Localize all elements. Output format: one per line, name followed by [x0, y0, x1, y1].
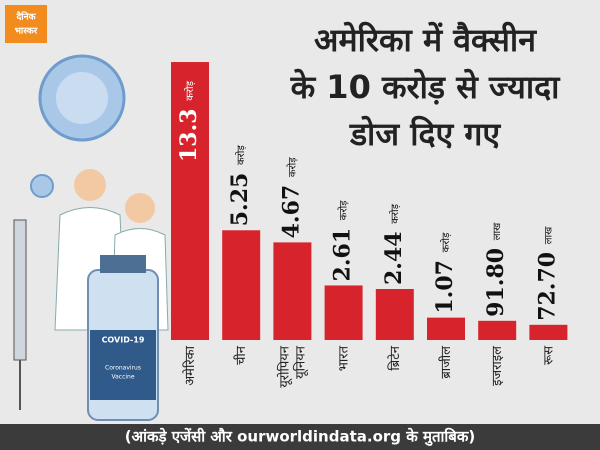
value-number: 91.80 [483, 240, 509, 317]
bar [529, 324, 568, 340]
doctor-head [74, 169, 106, 201]
bar [375, 289, 414, 340]
value-unit: करोड़ [235, 145, 247, 165]
category-line: अमेरिका [182, 345, 198, 385]
value-unit: लाख [492, 222, 503, 240]
title-line: के 10 करोड़ से ज्यादा [290, 68, 562, 106]
logo-box [5, 5, 47, 43]
bottle-cap [100, 255, 146, 273]
doctor-head [125, 193, 155, 223]
bar [273, 242, 312, 340]
bottle-title: COVID-19 [102, 336, 145, 345]
value-number: 1.07 [432, 252, 458, 313]
value-label: 91.80 लाख [483, 222, 509, 317]
bottle-label [90, 330, 156, 400]
title-line: डोज दिए गए [349, 115, 501, 153]
category-line: ब्रिटेन [386, 345, 402, 370]
category-label: ब्राजील [438, 346, 454, 379]
bottle-text: Vaccine [111, 374, 134, 381]
logo-text: भास्कर [15, 27, 38, 37]
category-label: यूरोपियनयूनियन [276, 345, 308, 388]
value-unit: करोड़ [389, 203, 401, 223]
bar [171, 62, 209, 340]
category-label: ब्रिटेन [386, 345, 402, 370]
category-line: यूनियन [292, 345, 308, 379]
category-line: रूस [541, 346, 556, 365]
bars: 13.3 करोड़ अमेरिका 5.25 करोड़ चीन 4.67 करोड़… [171, 62, 568, 388]
category-label: अमेरिका [182, 345, 198, 385]
value-label: 2.61 करोड़ [330, 200, 356, 282]
category-label: चीन [233, 345, 249, 365]
value-number: 2.44 [381, 224, 407, 285]
value-label: 1.07 करोड़ [432, 232, 458, 314]
category-line: इजराइल [490, 346, 505, 386]
value-unit: करोड़ [184, 80, 196, 100]
category-line: भारत [336, 345, 351, 371]
value-number: 72.70 [534, 244, 560, 321]
bar [478, 320, 517, 340]
footnote: (आंकड़े एजेंसी और ourworldindata.org के … [125, 428, 475, 447]
bar [222, 230, 261, 340]
value-unit: करोड़ [440, 232, 452, 252]
value-number: 2.61 [330, 220, 356, 281]
category-line: ब्राजील [438, 346, 454, 379]
virus-core [56, 72, 108, 124]
value-number: 13.3 [176, 101, 202, 162]
value-label: 2.44 करोड़ [381, 203, 407, 285]
value-unit: लाख [543, 226, 554, 244]
category-label: भारत [336, 345, 351, 371]
virus-small [30, 174, 54, 198]
value-label: 13.3 करोड़ [176, 80, 202, 162]
value-label: 72.70 लाख [534, 226, 560, 321]
value-number: 4.67 [278, 177, 304, 238]
illustration: COVID-19 Coronavirus Vaccine [13, 54, 169, 421]
value-label: 5.25 करोड़ [227, 145, 253, 227]
syringe [13, 219, 27, 361]
title-line: अमेरिका में वैक्सीन [314, 21, 537, 59]
value-label: 4.67 करोड़ [278, 157, 304, 239]
footer [0, 424, 600, 450]
logo-text: दैनिक [15, 11, 36, 23]
bar [324, 285, 363, 340]
bottle-text: Coronavirus [105, 365, 141, 372]
category-line: चीन [233, 345, 249, 365]
category-label: इजराइल [490, 346, 505, 386]
value-number: 5.25 [227, 165, 253, 226]
value-unit: करोड़ [338, 200, 350, 220]
value-unit: करोड़ [286, 157, 298, 177]
category-label: रूस [541, 346, 556, 365]
bar [427, 317, 465, 340]
category-line: यूरोपियन [276, 345, 292, 388]
